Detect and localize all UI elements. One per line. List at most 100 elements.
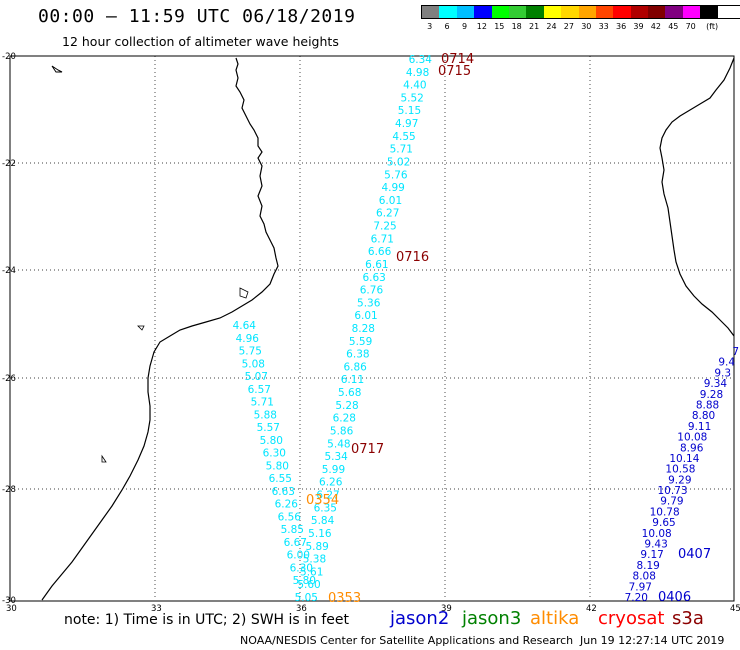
pass-time-label: 0715 (438, 64, 471, 79)
coast-detail-2 (137, 325, 145, 331)
wave-height-value: 6.86 (343, 361, 367, 373)
pass-time-label: 0407 (678, 547, 711, 562)
wave-height-value: 7.25 (373, 221, 396, 233)
wave-height-value: 5.15 (398, 105, 421, 117)
color-swatch (456, 6, 475, 18)
color-scale-labels: 3 6 9 12 15 18 21 24 27 30 33 36 39 42 45 70 (ft) (421, 19, 740, 33)
madagascar-coastline (659, 57, 735, 337)
wave-height-value: 4.99 (381, 182, 404, 194)
wave-height-value: 5.36 (357, 297, 381, 309)
legend-item-jason2: jason2 (390, 608, 450, 629)
wave-height-value: 8.96 (680, 442, 704, 454)
wave-height-value: 9.65 (652, 517, 675, 529)
wave-height-value: 4.40 (403, 80, 426, 92)
wave-height-value: 6.67 (284, 537, 307, 549)
color-scale-label: 39 (633, 22, 644, 31)
color-scale-label: 30 (581, 22, 592, 31)
s3a-track-west: 4.644.965.755.085.076.575.715.885.575.80… (233, 320, 316, 587)
wave-height-value: 5.38 (303, 554, 326, 566)
pass-time-label: 0406 (658, 590, 691, 605)
wave-height-value: 5.68 (338, 387, 361, 399)
wave-height-value: 8.88 (696, 399, 719, 411)
color-swatch (595, 6, 614, 18)
wave-height-value: 5.80 (260, 435, 283, 447)
wave-height-value: 5.05 (295, 592, 318, 604)
wave-height-value: 6.27 (316, 490, 339, 502)
wave-height-value: 5.34 (324, 451, 348, 463)
grid-lines (10, 56, 734, 600)
legend-item-s3a: s3a (672, 608, 704, 629)
wave-height-value: 4.96 (236, 333, 260, 345)
color-swatch (422, 6, 440, 18)
coast-detail (239, 287, 249, 299)
map-title: 00:00 – 11:59 UTC 06/18/2019 (38, 6, 356, 27)
legend-item-jason3: jason3 (462, 608, 522, 629)
color-scale-legend: 3 6 9 12 15 18 21 24 27 30 33 36 39 42 45 70 (ft) (421, 5, 740, 33)
pass-time-label: 0353 (328, 591, 361, 606)
x-tick-label: 39 (441, 604, 452, 614)
wave-height-value: 9.17 (640, 549, 663, 561)
coast-detail-3 (101, 454, 107, 463)
wave-height-value: 5.71 (390, 144, 413, 156)
tick-labels: 30 33 36 39 42 45 -20 -22 -24 -26 -28 -30 (2, 52, 740, 614)
wave-height-value: 6.35 (314, 502, 337, 514)
wave-height-value: 5.02 (387, 156, 410, 168)
wave-height-value: 4.55 (392, 131, 415, 143)
wave-height-value: 9.11 (688, 421, 711, 433)
wave-height-value: 6.01 (354, 310, 377, 322)
wave-height-value: 6.27 (376, 208, 399, 220)
color-scale-label: 27 (563, 22, 574, 31)
wave-height-value: 7 (732, 346, 739, 358)
wave-height-value: 5.71 (251, 397, 274, 409)
wave-height-value: 6.01 (379, 195, 402, 207)
wave-height-value: 9.4 (718, 357, 735, 369)
wave-height-value: 8.28 (352, 323, 375, 335)
wave-height-value: 6.30 (263, 448, 286, 460)
wave-height-value: 6.63 (362, 272, 385, 284)
wave-height-value: 6.30 (290, 562, 313, 574)
wave-height-value: 5.88 (254, 409, 277, 421)
color-swatch (439, 6, 457, 18)
wave-height-value: 5.16 (308, 528, 332, 540)
color-swatch (561, 6, 579, 18)
x-tick-label: 45 (730, 604, 740, 614)
wave-height-value: 7.20 (625, 592, 648, 604)
wave-height-value: 6.61 (365, 259, 388, 271)
wave-height-value: 6.34 (409, 54, 433, 66)
wave-height-value: 5.61 (300, 566, 323, 578)
wave-height-value: 9.34 (704, 378, 728, 390)
wave-height-value: 5.08 (242, 358, 265, 370)
wave-height-value: 6.71 (371, 233, 394, 245)
wave-height-value: 6.38 (346, 349, 369, 361)
legend-item-cryosat: cryosat (598, 608, 665, 629)
color-swatch (613, 6, 631, 18)
wave-height-value: 6.63 (272, 486, 295, 498)
color-scale-label: 3 (427, 22, 433, 31)
color-swatch (700, 6, 718, 18)
x-tick-label: 36 (296, 604, 307, 614)
y-tick-label: -28 (2, 485, 16, 495)
y-tick-label: -26 (2, 374, 16, 384)
wave-height-value: 6.55 (269, 473, 292, 485)
wave-height-value: 4.97 (395, 118, 418, 130)
wave-height-value: 8.08 (633, 571, 656, 583)
wave-height-value: 5.28 (335, 400, 358, 412)
color-swatch (508, 6, 527, 18)
wave-height-value: 9.43 (644, 539, 667, 551)
color-scale-label: 45 (668, 22, 679, 31)
y-tick-label: -24 (2, 266, 16, 276)
wave-height-value: 9.79 (660, 496, 683, 508)
wave-height-value: 6.76 (360, 285, 384, 297)
wave-height-value: 6.11 (341, 374, 364, 386)
wave-height-value: 6.00 (287, 550, 310, 562)
africa-coastline (41, 57, 279, 601)
wave-height-value: 9.28 (700, 389, 723, 401)
color-swatch (474, 6, 492, 18)
pass-time-label: 0716 (396, 250, 429, 265)
wave-height-value: 6.66 (368, 246, 392, 258)
color-scale-label: 15 (494, 22, 505, 31)
wave-height-value: 10.78 (650, 506, 680, 518)
wave-height-value: 5.48 (327, 438, 350, 450)
